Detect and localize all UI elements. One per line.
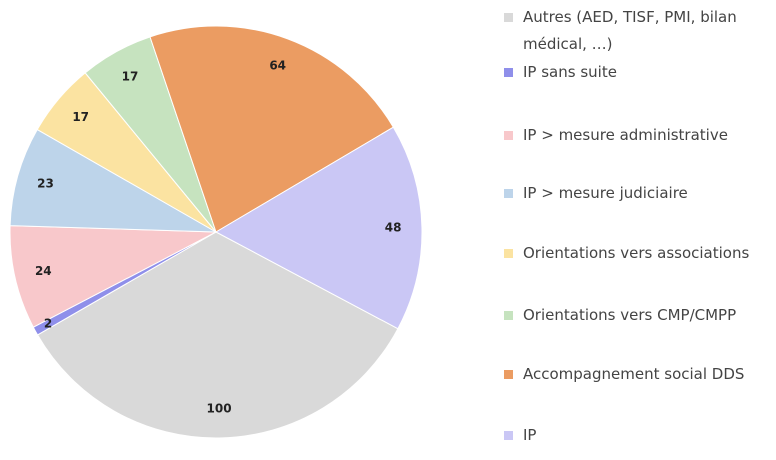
data-label: 17 [72,110,89,124]
data-label: 17 [122,70,139,84]
legend-swatch [504,68,513,77]
legend-swatch [504,249,513,258]
legend-item: IP > mesure judiciaire [500,180,772,207]
legend-swatch [504,311,513,320]
data-label: 64 [269,58,286,72]
legend-label: IP > mesure judiciaire [523,184,688,202]
legend-label: IP > mesure administrative [523,126,728,144]
legend-label: Autres (AED, TISF, PMI, bilan médical, …… [523,8,737,53]
pie-slice [149,25,395,233]
legend-item: IP sans suite [500,59,772,86]
legend-item: Accompagnement social DDS [500,361,772,388]
legend-swatch [504,189,513,198]
legend-swatch [504,131,513,140]
legend-swatch [504,370,513,379]
data-label: 100 [207,402,232,416]
legend-label: Orientations vers CMP/CMPP [523,306,737,324]
data-label: 24 [35,264,52,278]
pie-chart: 100 2 24 23 17 17 64 48 [9,25,423,439]
legend-item: Orientations vers associations [500,240,772,267]
legend-label: IP [523,426,537,444]
pie-slice [9,128,217,233]
legend-item: Autres (AED, TISF, PMI, bilan médical, …… [500,4,772,58]
legend-swatch [504,13,513,22]
legend-label: Accompagnement social DDS [523,365,745,383]
legend-item: Orientations vers CMP/CMPP [500,302,772,329]
pie-slice [214,126,423,330]
legend-label: IP sans suite [523,63,617,81]
legend-item: IP [500,422,772,449]
data-label: 23 [37,176,54,190]
pie-slice [9,225,218,328]
data-label: 48 [385,221,402,235]
legend-item: IP > mesure administrative [500,122,772,149]
legend-swatch [504,431,513,440]
legend-label: Orientations vers associations [523,244,750,262]
data-label: 2 [44,317,52,331]
